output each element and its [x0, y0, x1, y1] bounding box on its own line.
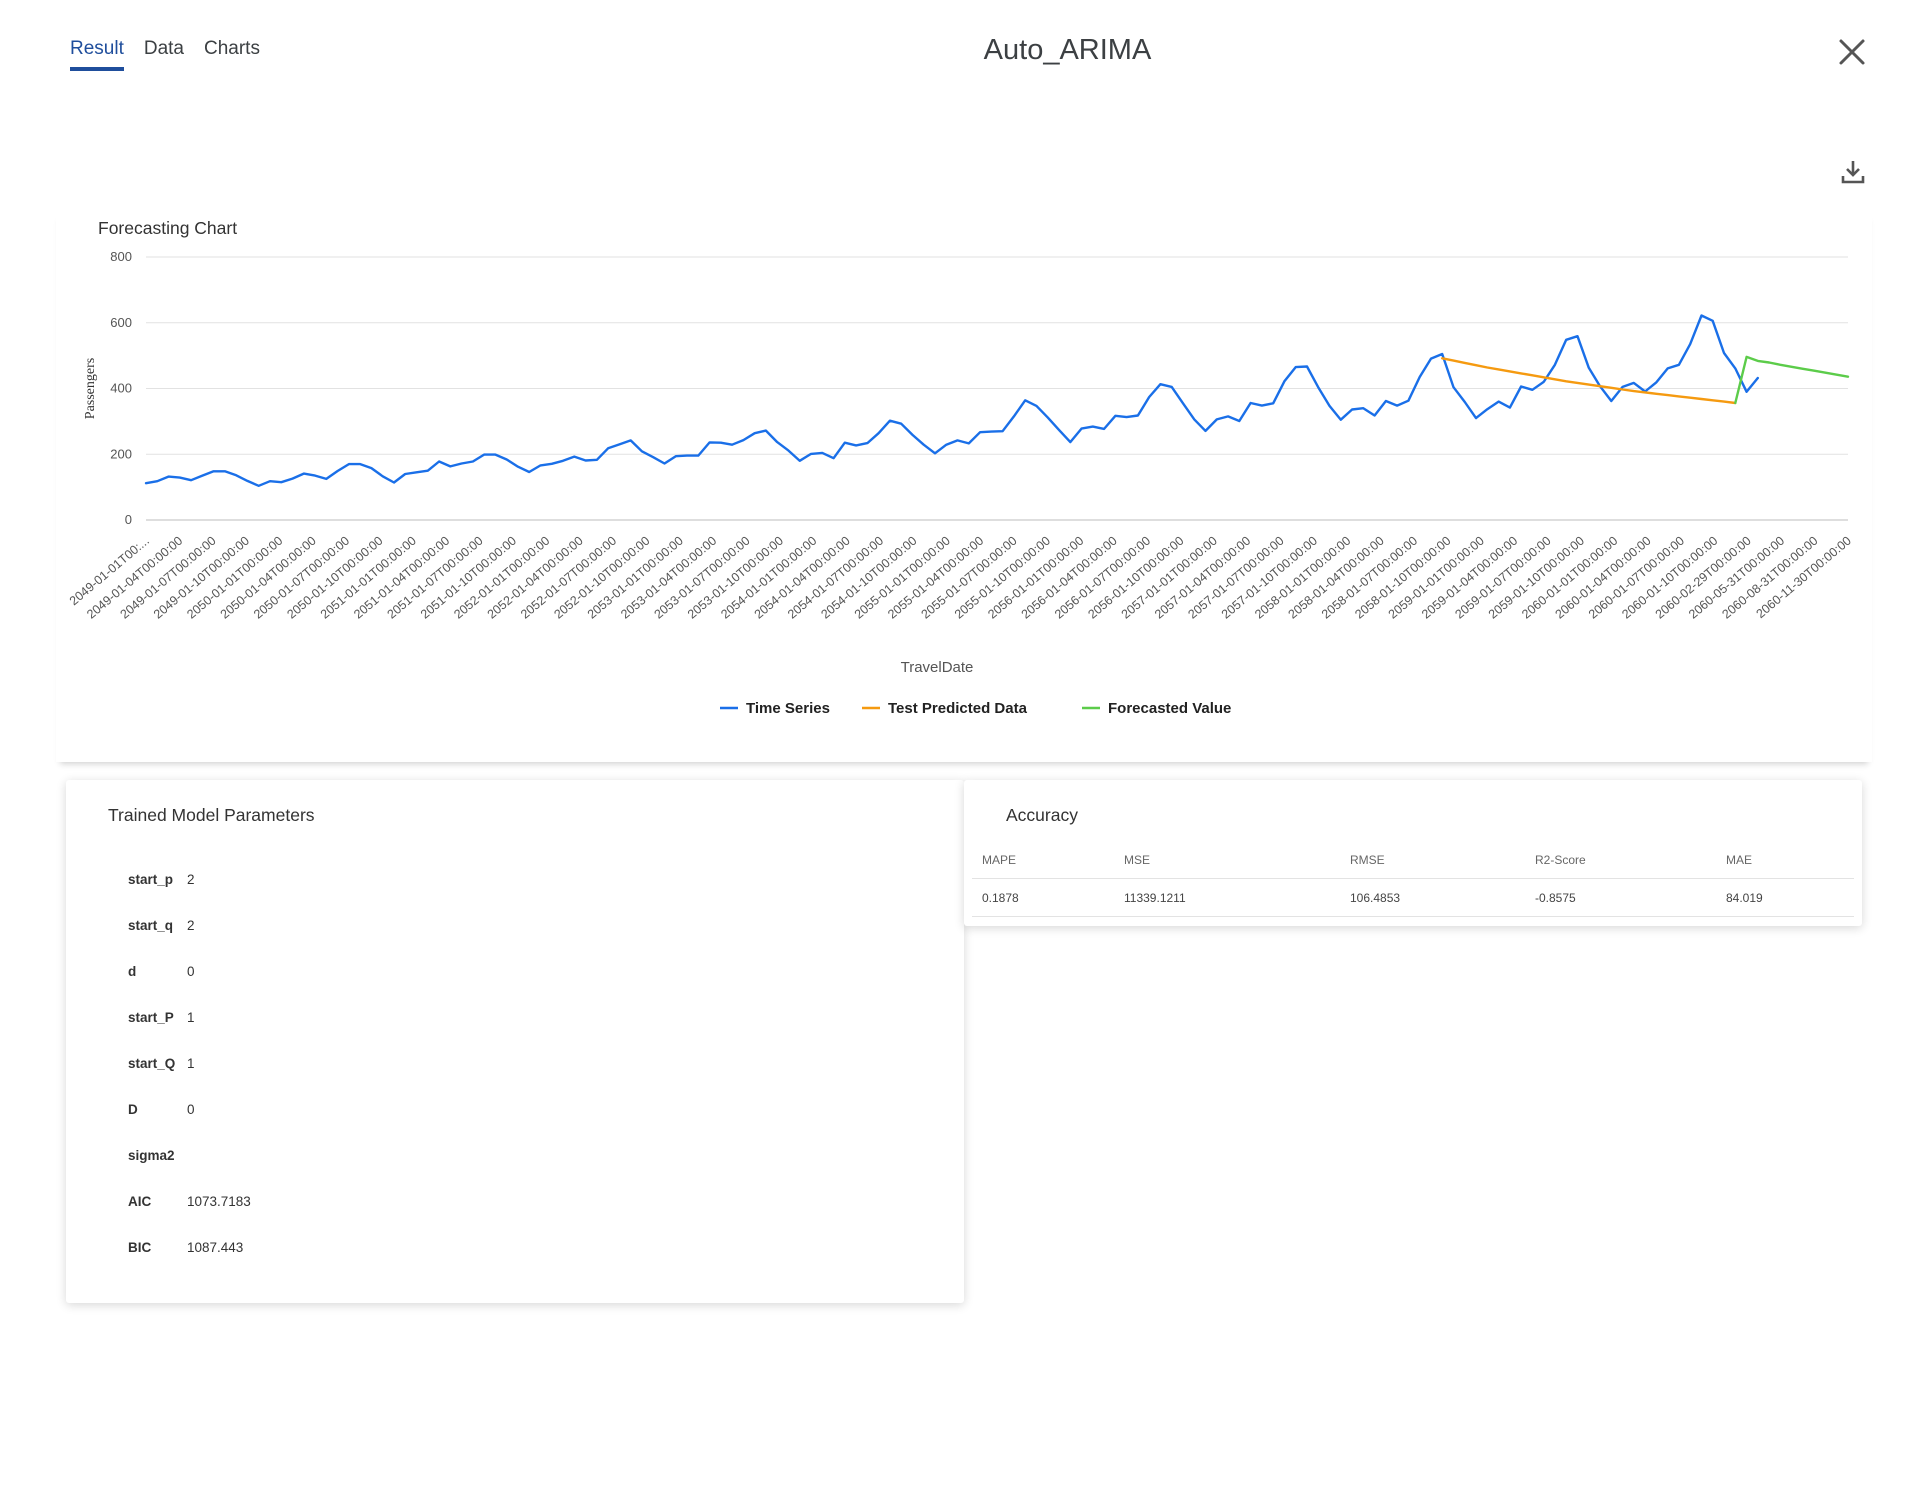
param-name: d: [128, 963, 137, 979]
series-line-2: [1440, 357, 1737, 405]
params-list: start_p 2 start_q 2 d 0 start_P 1 start_…: [128, 856, 251, 1270]
param-value: 2: [187, 917, 195, 933]
accuracy-card: Accuracy MAPE MSE RMSE R2-Score MAE 0.18…: [964, 780, 1862, 926]
header-mse: MSE: [1114, 842, 1340, 879]
header-mae: MAE: [1716, 842, 1854, 879]
value-mape: 0.1878: [972, 878, 1114, 917]
chart-title: Forecasting Chart: [98, 218, 238, 238]
legend-label: Time Series: [746, 700, 830, 717]
param-name: start_q: [128, 917, 174, 933]
series-line-3: [1734, 355, 1850, 405]
param-value: 1: [187, 1055, 195, 1071]
result-tabs: Result Data Charts: [70, 38, 260, 71]
param-row: start_Q 1: [128, 1040, 251, 1086]
param-name: D: [128, 1101, 138, 1117]
close-icon: [1839, 39, 1865, 65]
params-title: Trained Model Parameters: [108, 805, 315, 825]
param-row: start_p 2: [128, 856, 251, 902]
header-mape: MAPE: [972, 842, 1114, 879]
y-tick-label: 200: [110, 446, 132, 461]
param-value: 2: [187, 871, 195, 887]
forecasting-chart-card: Forecasting Chart 0 200 400 600 800 2049-01-0…: [56, 210, 1872, 762]
download-icon: [1841, 161, 1865, 184]
param-name: sigma2: [128, 1147, 175, 1163]
trained-model-parameters-card: Trained Model Parameters start_p 2 start…: [66, 780, 964, 1303]
param-name: AIC: [128, 1193, 152, 1209]
y-axis-label: Passengers: [83, 358, 98, 419]
value-mse: 11339.1211: [1114, 878, 1340, 917]
param-name: start_P: [128, 1009, 174, 1025]
param-value: 0: [187, 1101, 195, 1117]
tab-charts[interactable]: Charts: [204, 38, 260, 59]
param-value: 1: [187, 1009, 195, 1025]
y-tick-label: 800: [110, 249, 132, 264]
param-row: start_q 2: [128, 902, 251, 948]
y-tick-label: 400: [110, 381, 132, 396]
param-row: BIC 1087.443: [128, 1224, 251, 1270]
param-name: start_Q: [128, 1055, 176, 1071]
accuracy-table: MAPE MSE RMSE R2-Score MAE 0.1878 11339.…: [972, 842, 1854, 917]
value-r2-score: -0.8575: [1525, 878, 1716, 917]
param-name: start_p: [128, 871, 174, 887]
legend-label: Forecasted Value: [1108, 700, 1231, 717]
param-row: AIC 1073.7183: [128, 1178, 251, 1224]
y-tick-label: 600: [110, 315, 132, 330]
tab-result[interactable]: Result: [70, 38, 124, 71]
forecasting-chart: 02004006008002049-01-01T00:...2049-01-04…: [67, 249, 1854, 717]
y-tick-label: 0: [125, 512, 132, 527]
series-line-1: [144, 314, 1760, 487]
param-row: sigma2: [128, 1132, 251, 1178]
accuracy-title: Accuracy: [1006, 805, 1078, 825]
table-header-row: MAPE MSE RMSE R2-Score MAE: [972, 842, 1854, 879]
value-rmse: 106.4853: [1340, 878, 1525, 917]
page-title: Auto_ARIMA: [983, 34, 1152, 66]
download-button[interactable]: [1838, 157, 1868, 187]
header-rmse: RMSE: [1340, 842, 1525, 879]
param-row: d 0: [128, 948, 251, 994]
param-name: BIC: [128, 1239, 152, 1255]
close-button[interactable]: [1836, 36, 1868, 68]
param-value: 1087.443: [187, 1239, 244, 1255]
param-row: start_P 1: [128, 994, 251, 1040]
value-mae: 84.019: [1716, 878, 1854, 917]
legend-label: Test Predicted Data: [888, 700, 1028, 717]
tab-data[interactable]: Data: [143, 38, 184, 59]
param-value: 0: [187, 963, 195, 979]
x-axis-label: TravelDate: [901, 659, 974, 676]
header-r2-score: R2-Score: [1525, 842, 1716, 879]
param-row: D 0: [128, 1086, 251, 1132]
param-value: 1073.7183: [187, 1193, 251, 1209]
table-row: 0.1878 11339.1211 106.4853 -0.8575 84.01…: [972, 878, 1854, 917]
